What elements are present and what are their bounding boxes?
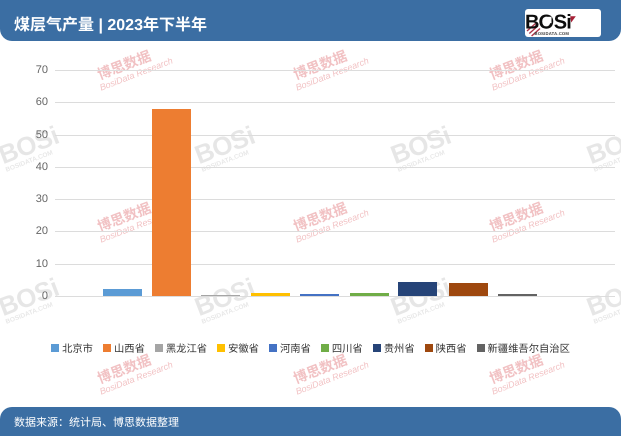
svg-text:BOSIDATA.COM: BOSIDATA.COM xyxy=(535,31,570,36)
